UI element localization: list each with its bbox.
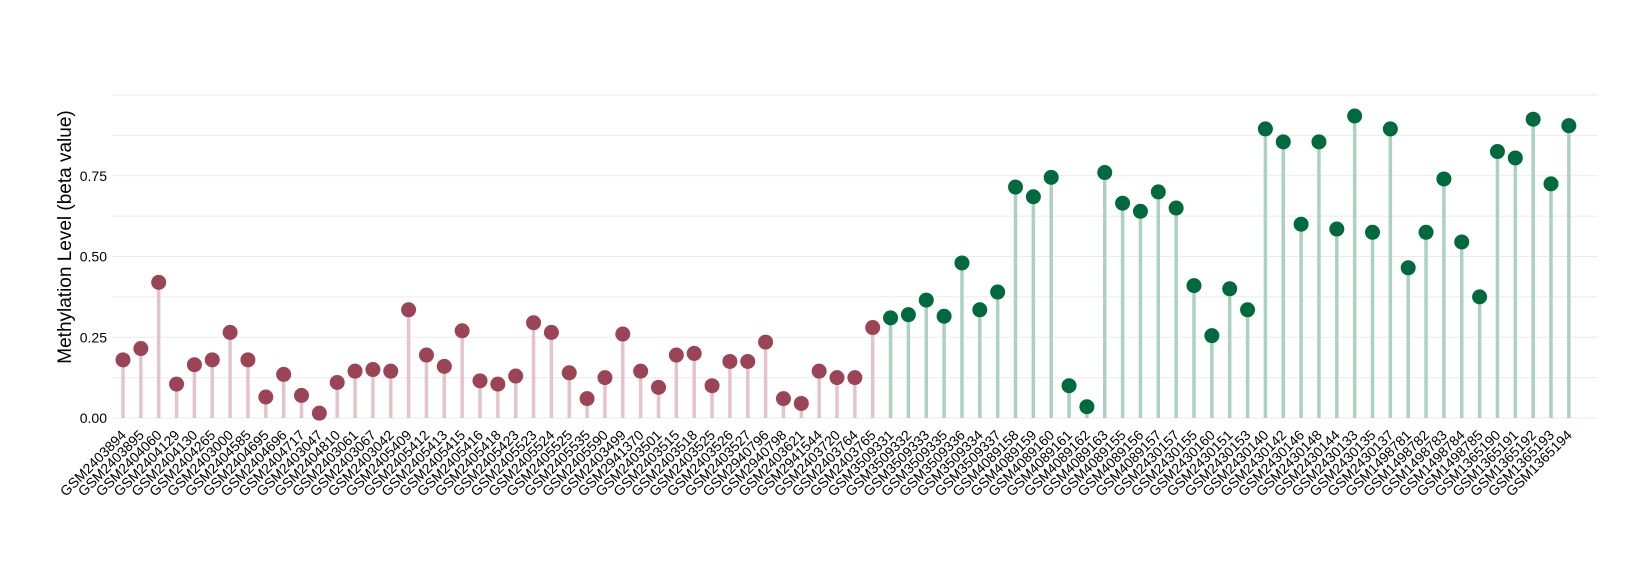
data-point [1489, 144, 1505, 160]
data-point [615, 326, 631, 342]
data-point [1365, 224, 1380, 240]
data-point [436, 358, 452, 374]
data-point [1150, 184, 1166, 200]
data-point [1186, 278, 1202, 294]
data-point [169, 376, 185, 392]
y-tick-label: 0.00 [80, 410, 107, 426]
data-point [1472, 289, 1488, 305]
data-point [633, 363, 649, 379]
data-point [990, 284, 1006, 300]
data-point [1275, 134, 1291, 150]
data-point [1543, 176, 1559, 192]
data-point [294, 387, 309, 403]
data-point [918, 292, 934, 308]
data-point [543, 324, 559, 340]
data-point [722, 353, 738, 369]
data-point [1347, 108, 1363, 124]
data-point [1168, 200, 1184, 216]
y-tick-label: 0.50 [80, 249, 107, 265]
data-point [258, 389, 274, 405]
data-point [240, 352, 256, 368]
data-point [936, 308, 952, 324]
data-point [668, 347, 684, 363]
grid-layer [112, 94, 1598, 419]
data-point [1043, 169, 1059, 185]
data-point [365, 362, 381, 378]
data-point [329, 374, 345, 390]
data-point [829, 370, 845, 386]
data-point [1025, 189, 1041, 205]
data-point [1561, 118, 1577, 134]
data-point [900, 307, 916, 323]
data-point [1240, 302, 1256, 318]
data-point [883, 310, 899, 326]
data-point [1204, 328, 1220, 344]
data-point [1329, 221, 1345, 237]
y-axis-title: Methylation Level (beta value) [55, 110, 76, 363]
data-point [204, 352, 220, 368]
data-point [311, 405, 327, 421]
data-point [1115, 195, 1131, 211]
data-point [847, 370, 863, 386]
data-point [401, 302, 417, 318]
data-point [508, 368, 524, 384]
data-point [1079, 399, 1095, 415]
data-point [1525, 111, 1541, 127]
data-point [1008, 179, 1023, 195]
data-point [1293, 216, 1309, 232]
data-point [454, 323, 470, 339]
data-point [775, 391, 791, 407]
data-point [490, 376, 506, 392]
data-point [1418, 224, 1434, 240]
data-point [1436, 171, 1452, 187]
data-point [597, 370, 613, 386]
data-point [811, 363, 827, 379]
points-layer [115, 108, 1577, 421]
data-point [1097, 165, 1113, 181]
data-point [972, 302, 988, 318]
data-point [383, 363, 399, 379]
stems-layer [121, 115, 1571, 418]
y-tick-label: 0.75 [80, 168, 107, 184]
data-point [1507, 150, 1523, 166]
data-point [793, 395, 809, 411]
data-point [276, 366, 292, 382]
data-point [758, 334, 774, 350]
data-point [1311, 134, 1327, 150]
y-axis-ticks: 0.00 0.25 0.50 0.75 [80, 168, 107, 426]
data-point [954, 255, 970, 271]
data-point [133, 341, 149, 357]
data-point [1222, 281, 1238, 297]
data-point [347, 363, 363, 379]
data-point [1257, 121, 1273, 137]
y-tick-label: 0.25 [80, 329, 107, 345]
data-point [151, 274, 167, 290]
data-point [472, 373, 488, 389]
data-point [686, 345, 702, 361]
data-point [1454, 234, 1470, 250]
data-point [526, 315, 542, 331]
data-point [704, 378, 720, 394]
data-point [1400, 260, 1416, 276]
data-point [651, 379, 666, 395]
data-point [1061, 378, 1077, 394]
data-point [222, 324, 238, 340]
data-point [1132, 203, 1148, 219]
data-point [115, 352, 131, 368]
data-point [1382, 121, 1398, 137]
data-point [186, 357, 202, 373]
data-point [561, 365, 577, 381]
data-point [865, 320, 881, 336]
data-point [740, 353, 756, 369]
x-axis-labels: GSM2403894GSM2403895GSM2404060GSM2404129… [57, 427, 1575, 500]
data-point [579, 391, 595, 407]
data-point [418, 347, 434, 363]
